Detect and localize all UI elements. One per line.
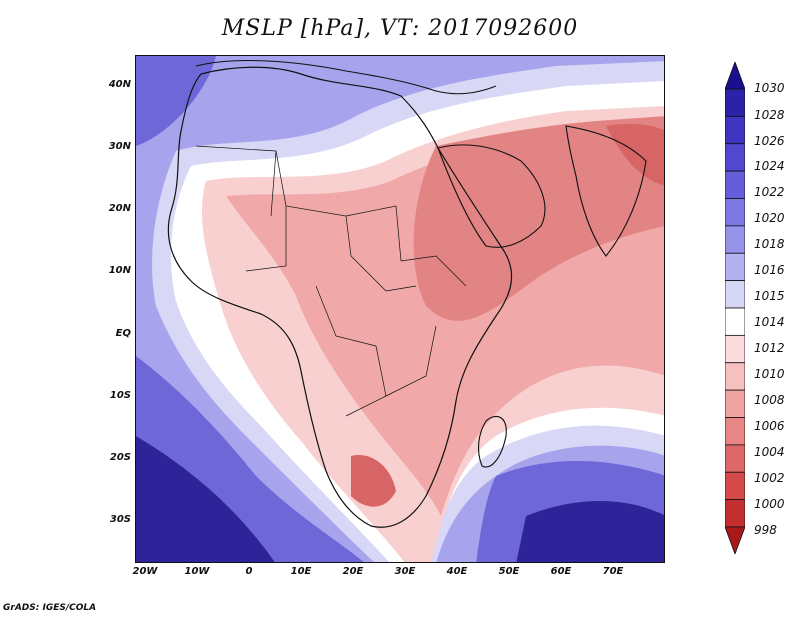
colorbar-segment [725,143,745,172]
colorbar-label-1030: 1030 [754,81,785,95]
colorbar-label-1006: 1006 [754,419,785,433]
field-indian-ocean-core [516,501,664,562]
colorbar-bottom-arrow [725,526,745,554]
footer-credit: GrADS: IGES/COLA [3,603,97,613]
colorbar-label-1015: 1015 [754,289,785,303]
colorbar-segment [725,471,745,501]
colorbar-segment [725,307,745,336]
colorbar-label-1002: 1002 [754,471,785,485]
chart-title: MSLP [hPa], VT: 2017092600 [221,16,579,41]
colorbar-label-1012: 1012 [754,341,785,355]
lon-label-20w: 20W [132,566,158,577]
colorbar-label-998: 998 [754,523,777,537]
country-borders [195,145,467,417]
colorbar-segment [725,334,745,364]
lon-label-60e: 60E [550,566,572,577]
colorbar-segments [725,88,745,528]
colorbar-label-1004: 1004 [754,445,785,459]
madagascar-coastline [477,416,507,468]
lat-label-eq: EQ [115,328,131,339]
lon-label-10w: 10W [184,566,210,577]
colorbar-segment [725,499,745,528]
pressure-map [136,56,664,562]
colorbar-segment [725,389,745,418]
colorbar-segment [725,88,745,117]
colorbar-label-1020: 1020 [754,211,785,225]
field-south-atlantic-core [136,436,275,562]
lat-label-10s: 10S [109,390,131,401]
map-plot-area [135,55,665,563]
lon-label-50e: 50E [498,566,520,577]
lat-label-20s: 20S [109,452,131,463]
colorbar-segment [725,362,745,391]
lat-label-40n: 40N [108,79,131,90]
colorbar-segment [725,225,745,254]
lat-label-30n: 30N [108,141,131,152]
lon-label-0: 0 [245,566,253,577]
africa-coastline [167,66,513,528]
colorbar-segment [725,252,745,282]
lon-label-10e: 10E [290,566,312,577]
colorbar-label-1014: 1014 [754,315,785,329]
lat-label-20n: 20N [108,203,131,214]
colorbar-label-1000: 1000 [754,497,785,511]
lon-label-30e: 30E [394,566,416,577]
colorbar-label-1008: 1008 [754,393,785,407]
colorbar-segment [725,444,745,473]
arabia-coastline [437,144,546,248]
lon-label-40e: 40E [446,566,468,577]
colorbar-label-1028: 1028 [754,108,785,122]
colorbar-segment [725,280,745,309]
india-coastline [565,125,647,257]
colorbar-segment [725,417,745,446]
colorbar-label-1010: 1010 [754,367,785,381]
colorbar-segment [725,170,745,199]
colorbar-label-1016: 1016 [754,263,785,277]
lon-label-70e: 70E [602,566,624,577]
field-azores-high [136,56,216,146]
colorbar-top-arrow [725,62,745,90]
field-kalahari-low [351,455,396,507]
lat-label-30s: 30S [109,514,131,525]
lon-label-20e: 20E [342,566,364,577]
colorbar-label-1024: 1024 [754,159,785,173]
lat-label-10n: 10N [108,265,131,276]
colorbar-segment [725,115,745,145]
colorbar-label-1026: 1026 [754,134,785,148]
mediterranean-coastline [195,60,497,95]
colorbar-segment [725,198,745,227]
colorbar-label-1022: 1022 [754,185,785,199]
colorbar [725,62,745,554]
field-monsoon-low-core [606,123,664,186]
colorbar-label-1018: 1018 [754,237,785,251]
field-arabian-low [413,116,664,321]
